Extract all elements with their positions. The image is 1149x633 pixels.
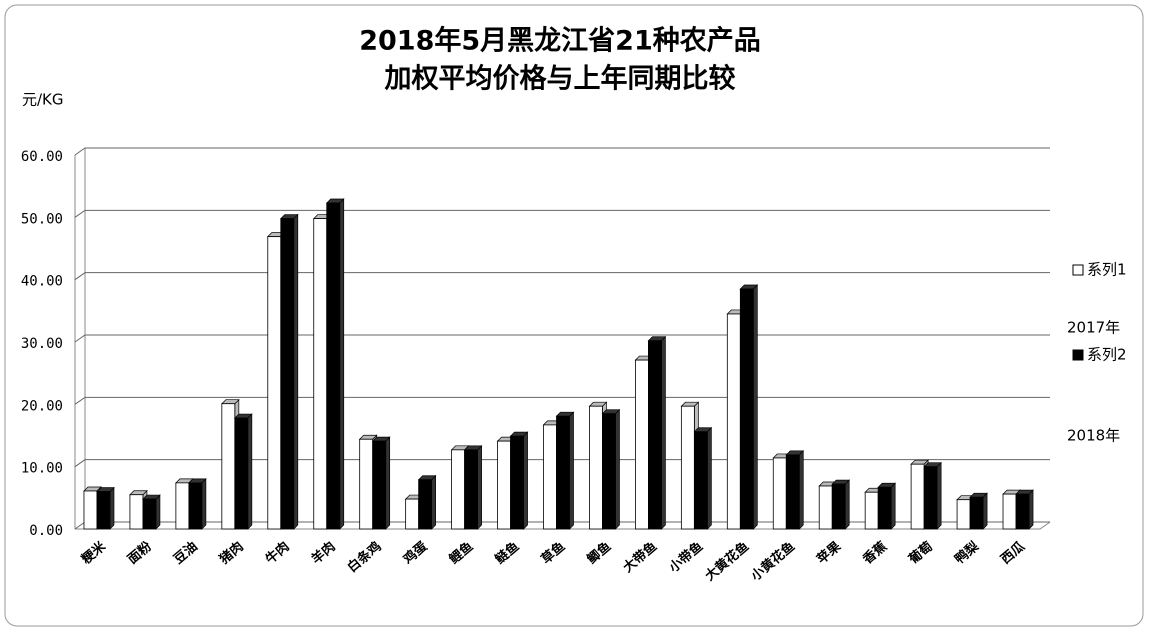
grid-line — [74, 209, 1050, 218]
y-tick-label: 10.00 — [21, 461, 63, 477]
bar — [648, 340, 662, 530]
bar-side — [339, 198, 345, 530]
bar-side — [523, 431, 528, 530]
bar — [589, 405, 603, 530]
bar — [267, 236, 282, 530]
bar — [818, 485, 833, 530]
bar-side — [890, 482, 896, 530]
bar — [969, 496, 984, 530]
legend-swatch — [1072, 264, 1084, 276]
bar-side — [798, 449, 804, 530]
bar — [1002, 493, 1017, 530]
bar — [405, 498, 420, 530]
bar — [543, 424, 557, 530]
floor — [75, 521, 1051, 530]
bar — [96, 491, 111, 530]
bar — [280, 218, 295, 530]
bar — [372, 440, 387, 530]
bar — [221, 403, 236, 530]
bar — [772, 457, 787, 530]
bar-side — [155, 494, 161, 530]
y-tick-label: 40.00 — [21, 274, 63, 290]
chart-title: 加权平均价格与上年同期比较 — [385, 63, 736, 95]
chart-title: 2018年5月黑龙江省21种农产品 — [359, 25, 761, 57]
bar-side — [201, 478, 207, 530]
bar — [142, 498, 157, 530]
annotation: 2017年 — [1067, 319, 1120, 337]
bar — [175, 482, 190, 530]
bar — [83, 490, 98, 530]
bar — [326, 202, 341, 530]
bar — [451, 449, 465, 530]
bar-side — [936, 461, 942, 530]
bar — [129, 494, 144, 530]
bar — [910, 463, 925, 530]
bar — [556, 415, 570, 530]
bar — [602, 413, 616, 530]
annotation: 2018年 — [1067, 427, 1120, 445]
y-tick-label: 0.00 — [29, 523, 63, 539]
y-axis-label: 元/KG — [22, 91, 64, 109]
bar-side — [1028, 489, 1034, 530]
bar — [1015, 493, 1030, 530]
bar-side — [385, 436, 391, 530]
bar-side — [431, 474, 436, 530]
bar — [923, 466, 938, 530]
bar — [510, 435, 524, 530]
bar-side — [477, 444, 482, 530]
bar-side — [707, 426, 712, 530]
bar — [956, 499, 971, 530]
bar-side — [982, 492, 988, 530]
bar — [831, 483, 846, 530]
bar-side — [615, 408, 620, 530]
bar — [464, 449, 478, 530]
bar-side — [293, 213, 299, 530]
bar — [785, 454, 800, 530]
bar-side — [247, 413, 253, 530]
bar — [359, 438, 374, 530]
y-tick-label: 30.00 — [21, 336, 63, 352]
chart-border — [4, 4, 1144, 627]
y-tick-label: 20.00 — [21, 398, 63, 414]
bar — [680, 405, 695, 530]
bar — [726, 313, 741, 530]
bar — [693, 431, 708, 530]
bar — [418, 479, 433, 530]
legend-label: 系列1 — [1087, 261, 1127, 279]
bar — [188, 482, 203, 530]
bar-side — [109, 486, 115, 530]
bar — [739, 288, 754, 530]
bar — [234, 417, 249, 530]
bar-side — [752, 284, 758, 530]
legend-swatch — [1072, 349, 1084, 361]
y-tick-label: 60.00 — [21, 149, 63, 165]
bar-side — [661, 335, 666, 530]
grid-line — [74, 272, 1050, 281]
grid-line — [74, 147, 1050, 156]
y-tick-label: 50.00 — [21, 211, 63, 227]
bar — [635, 359, 649, 530]
bar — [313, 218, 328, 530]
bar — [864, 491, 879, 530]
legend-label: 系列2 — [1087, 346, 1127, 364]
bar-side — [569, 411, 574, 530]
bar — [877, 486, 892, 530]
bar-side — [844, 479, 850, 530]
bar — [497, 440, 511, 530]
